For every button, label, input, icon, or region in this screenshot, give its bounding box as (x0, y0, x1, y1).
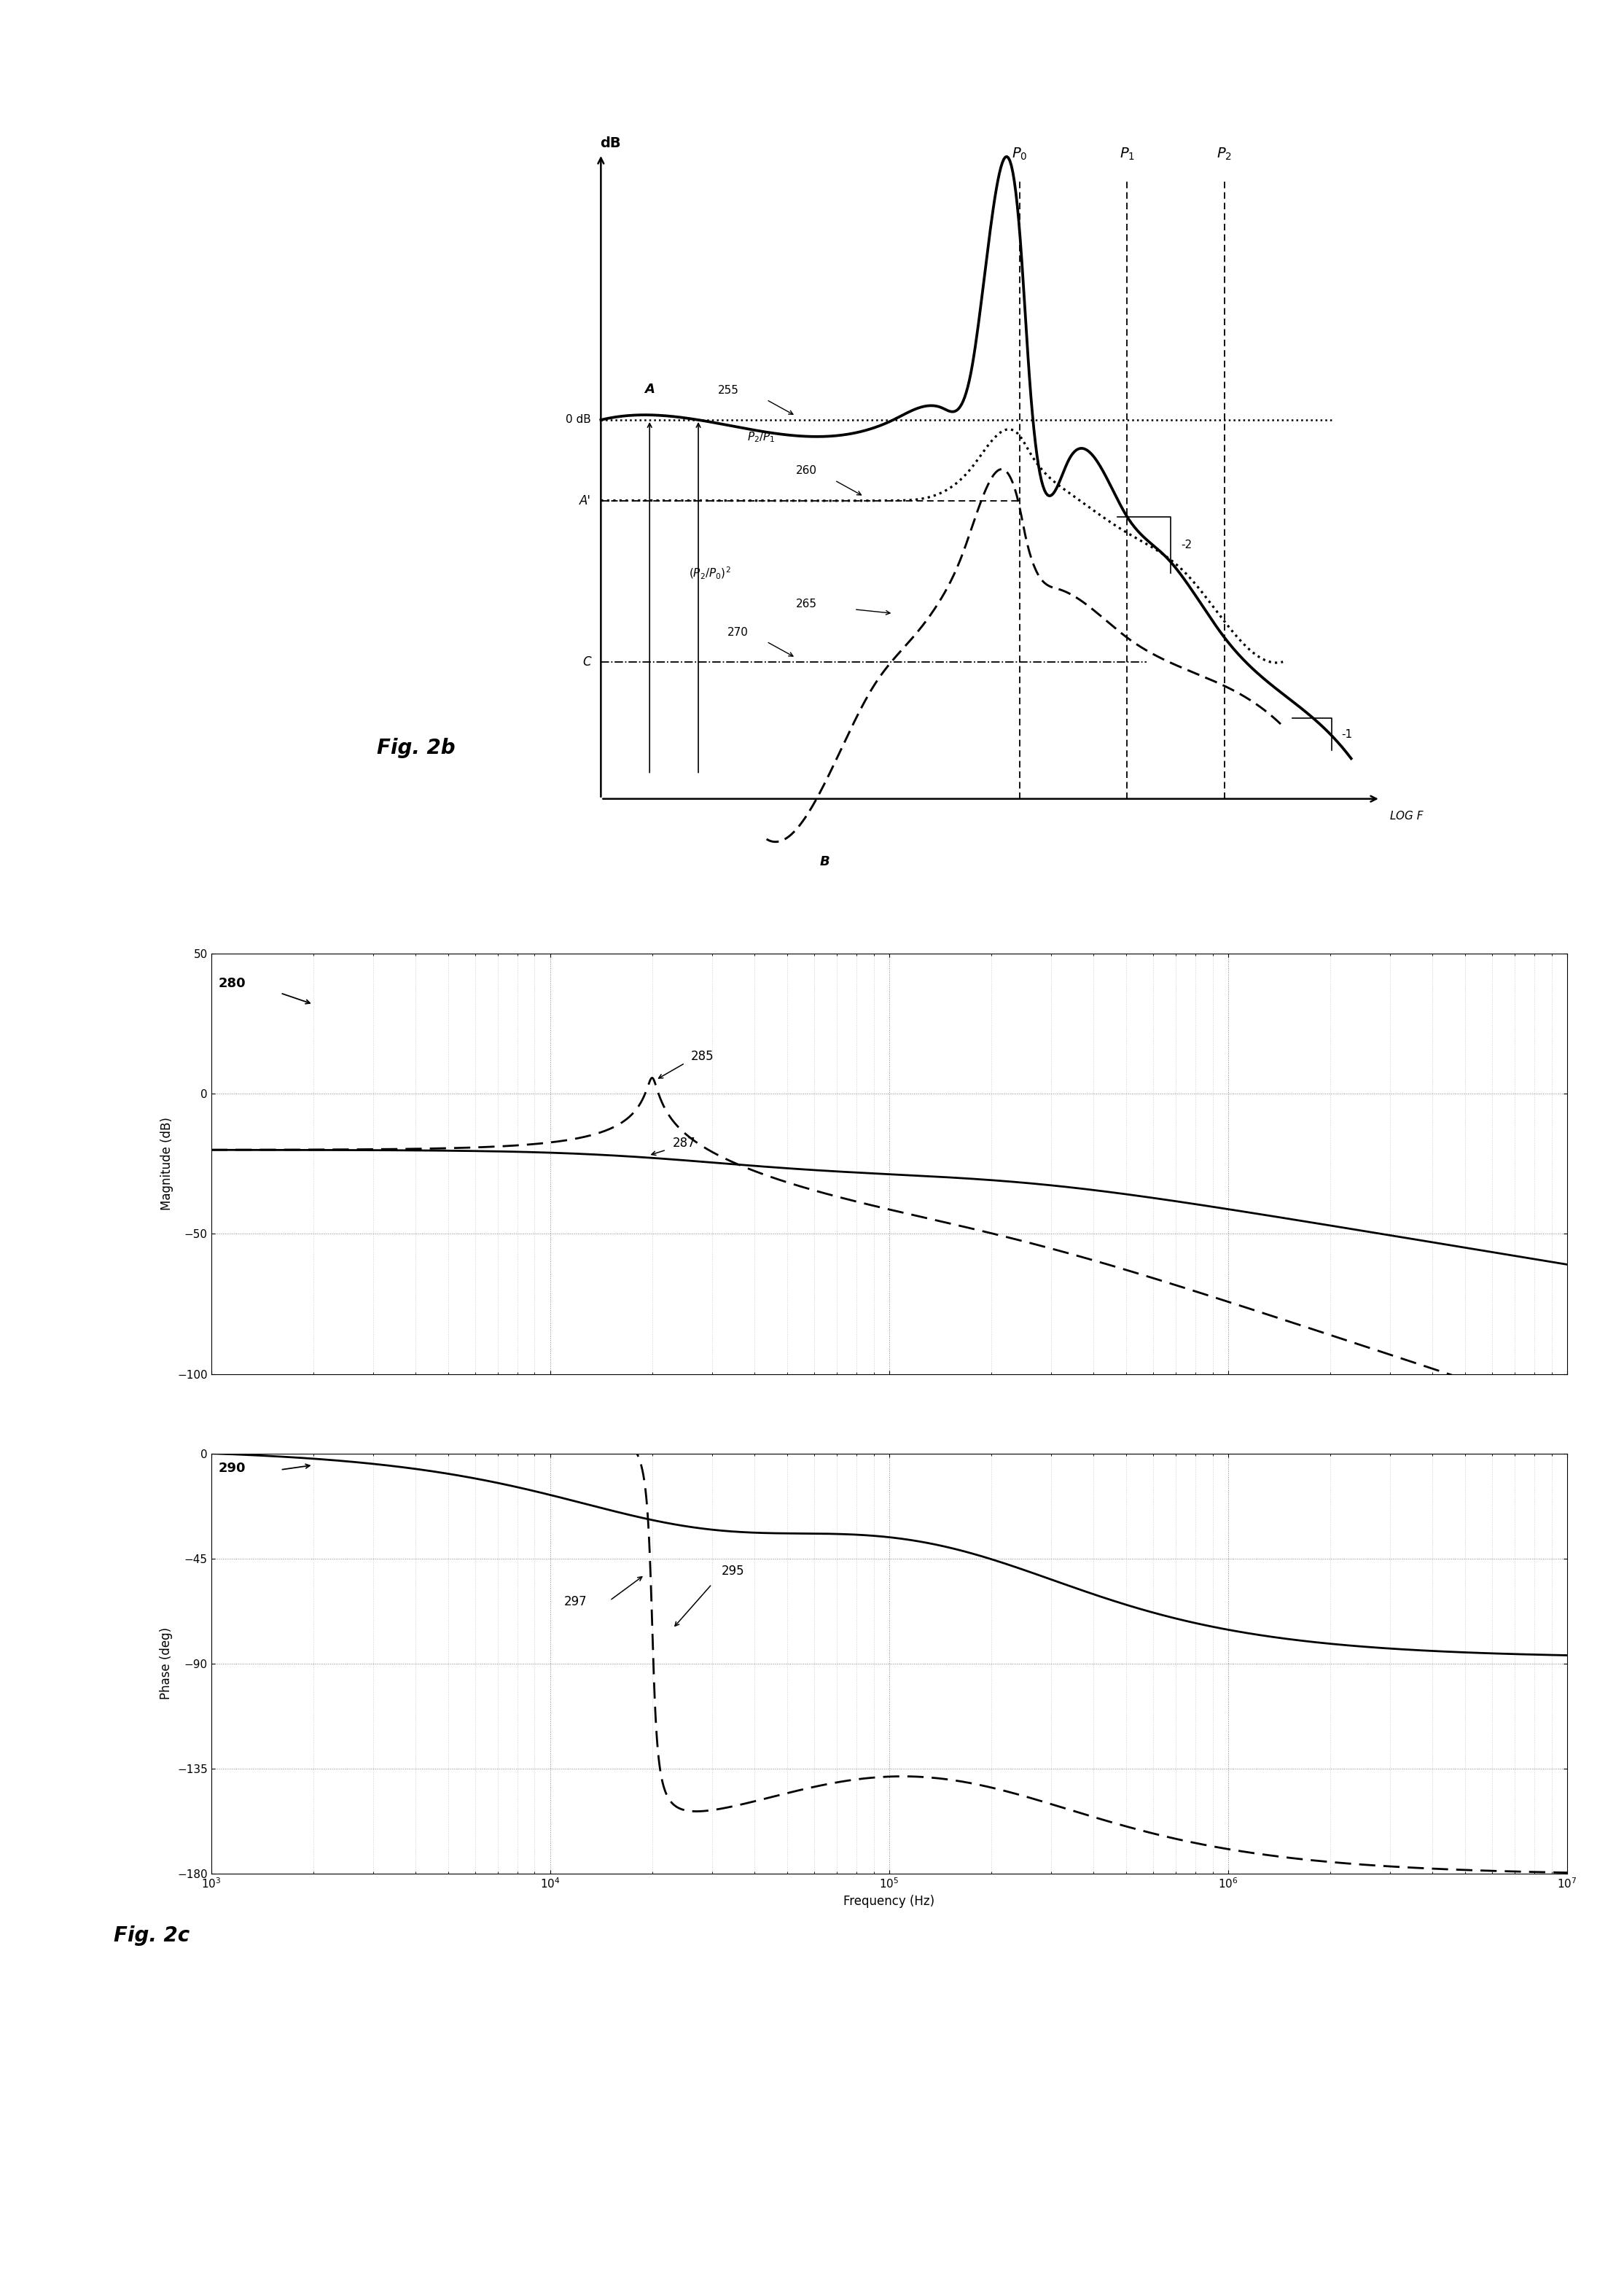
Text: 255: 255 (718, 384, 739, 395)
Text: dB: dB (601, 136, 620, 150)
Text: 270: 270 (728, 627, 749, 638)
Text: Fig. 2c: Fig. 2c (114, 1926, 190, 1946)
Text: 0 dB: 0 dB (565, 413, 591, 425)
Text: 260: 260 (796, 466, 817, 477)
Y-axis label: Phase (deg): Phase (deg) (161, 1628, 174, 1699)
Text: Fig. 2b: Fig. 2b (377, 738, 455, 759)
Text: A': A' (580, 495, 591, 506)
X-axis label: Frequency (Hz): Frequency (Hz) (843, 1894, 935, 1908)
Y-axis label: Magnitude (dB): Magnitude (dB) (161, 1117, 174, 1210)
Text: C: C (583, 656, 591, 668)
Text: -2: -2 (1181, 540, 1192, 550)
Text: $(P_2/P_0)^2$: $(P_2/P_0)^2$ (689, 565, 731, 581)
Text: B: B (820, 856, 830, 868)
Text: 287: 287 (672, 1138, 695, 1149)
Text: 297: 297 (564, 1594, 588, 1608)
Text: A: A (645, 382, 654, 395)
Text: $P_2$: $P_2$ (1216, 145, 1233, 161)
Text: 280: 280 (218, 977, 245, 990)
Text: 290: 290 (218, 1463, 245, 1476)
Text: $P_2/P_1$: $P_2/P_1$ (747, 431, 775, 445)
Text: -1: -1 (1341, 729, 1353, 740)
Text: 265: 265 (796, 600, 817, 609)
Text: $P_1$: $P_1$ (1119, 145, 1135, 161)
Text: 295: 295 (721, 1565, 744, 1578)
Text: LOG F: LOG F (1390, 811, 1423, 822)
Text: $P_0$: $P_0$ (1012, 145, 1028, 161)
Text: 285: 285 (690, 1049, 715, 1063)
